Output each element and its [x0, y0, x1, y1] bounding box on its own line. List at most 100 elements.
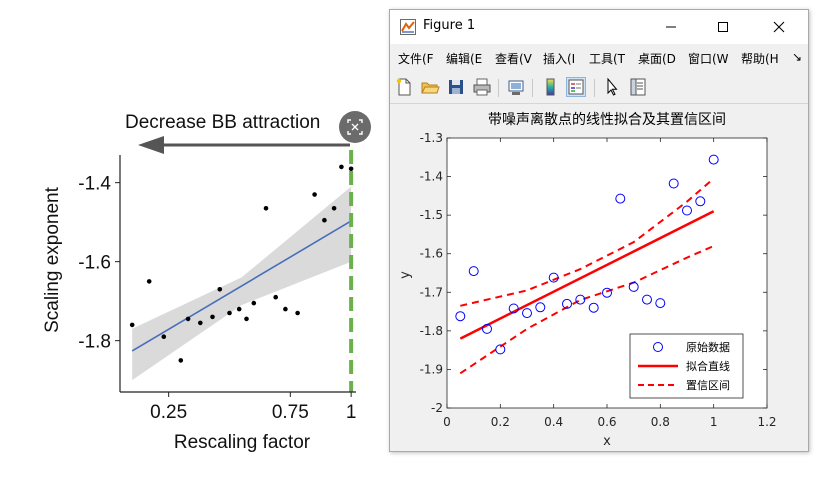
legend-label-fit: 拟合直线	[686, 359, 730, 373]
legend-icon[interactable]	[566, 77, 586, 97]
data-point	[331, 206, 337, 211]
y-tick-label: -1.6	[420, 247, 443, 261]
x-tick-label: 0.8	[651, 415, 670, 429]
left-x-tick-label: 1	[346, 402, 357, 423]
left-scatter-chart: Decrease BB attraction Scaling exponent …	[42, 112, 357, 453]
menu-view[interactable]: 查看(V	[495, 52, 532, 66]
data-marker	[575, 294, 586, 305]
y-axis-label: y	[398, 271, 413, 279]
data-point	[210, 314, 215, 320]
figure-window: Figure 1 文件(F 编辑(E 查看(V 插入(I 工具(T 桌面(D 窗…	[389, 9, 809, 452]
data-marker	[468, 266, 479, 277]
x-tick-label: 0.6	[597, 415, 616, 429]
data-marker	[508, 303, 519, 314]
data-point	[273, 294, 279, 300]
new-figure-icon[interactable]	[394, 77, 414, 97]
data-point	[198, 320, 203, 326]
left-y-tick-label: -1.4	[78, 174, 111, 195]
menu-window[interactable]: 窗口(W	[688, 52, 729, 66]
data-marker	[615, 193, 626, 204]
data-marker	[548, 272, 559, 283]
data-point	[295, 310, 300, 316]
left-x-tick-label: 0.25	[150, 402, 187, 423]
property-inspector-icon[interactable]	[628, 77, 648, 97]
link-plot-icon[interactable]	[506, 77, 526, 97]
data-marker	[628, 281, 639, 292]
x-tick-label: 1.2	[757, 415, 776, 429]
x-tick-label: 0.4	[544, 415, 563, 429]
data-marker	[682, 205, 692, 216]
data-marker	[588, 302, 599, 313]
matlab-plot: 带噪声离散点的线性拟合及其置信区间 0 0.2 0.4 0.6 0.8 1 1.2 -1.3 -…	[398, 111, 777, 449]
data-point	[283, 306, 288, 312]
close-button[interactable]	[756, 10, 802, 44]
minimize-icon	[666, 26, 676, 28]
data-point	[339, 164, 344, 170]
menu-edit[interactable]: 编辑(E	[446, 52, 483, 66]
translate-icon[interactable]	[339, 111, 371, 143]
left-xlabel: Rescaling factor	[174, 432, 311, 453]
data-point	[161, 334, 167, 340]
ci-upper-line	[460, 177, 715, 307]
fit-line	[459, 210, 715, 340]
colorbar-icon[interactable]	[540, 77, 560, 97]
plot-title: 带噪声离散点的线性拟合及其置信区间	[488, 111, 726, 128]
maximize-button[interactable]	[700, 10, 746, 44]
data-marker	[695, 196, 706, 207]
matlab-logo-icon	[400, 19, 416, 35]
left-y-tick-label: -1.8	[78, 332, 111, 353]
title-bar[interactable]: Figure 1	[390, 10, 808, 44]
print-icon[interactable]	[472, 77, 492, 97]
menu-help[interactable]: 帮助(H	[741, 52, 779, 66]
y-tick-label: -1.7	[420, 285, 443, 299]
x-axis-label: x	[603, 434, 611, 449]
data-point	[146, 279, 152, 284]
y-tick-label: -2	[431, 401, 443, 415]
left-x-tick-label: 0.75	[272, 402, 309, 423]
y-tick-label: -1.4	[420, 170, 443, 184]
y-tick-label: -1.9	[420, 362, 443, 376]
data-point	[244, 316, 249, 322]
data-point	[227, 310, 232, 316]
toolbar-divider	[390, 103, 808, 104]
legend[interactable]: 原始数据 拟合直线 置信区间	[629, 333, 744, 399]
pointer-icon[interactable]	[602, 77, 622, 97]
menu-file[interactable]: 文件(F	[398, 52, 434, 66]
data-point	[129, 322, 135, 328]
open-folder-icon[interactable]	[420, 77, 440, 97]
data-marker	[455, 311, 466, 322]
data-marker	[535, 302, 546, 313]
data-marker	[482, 323, 492, 334]
data-point	[236, 306, 242, 312]
legend-label-ci: 置信区间	[686, 379, 730, 392]
data-point	[312, 192, 317, 197]
toolbar-separator	[498, 79, 499, 97]
data-marker	[602, 287, 612, 298]
data-marker	[562, 298, 572, 309]
y-tick-label: -1.8	[420, 324, 443, 338]
data-marker	[642, 294, 652, 305]
left-y-tick-label: -1.6	[78, 253, 111, 274]
data-point	[263, 206, 269, 211]
decrease-arrow	[138, 136, 350, 154]
maximize-icon	[718, 22, 728, 32]
left-figure: Decrease BB attraction Scaling exponent …	[0, 0, 390, 487]
data-marker	[708, 154, 719, 165]
data-point	[185, 316, 191, 322]
data-marker	[522, 308, 532, 319]
x-tick-label: 0.2	[491, 415, 510, 429]
legend-marker-data	[653, 342, 663, 352]
menu-bar: 文件(F 编辑(E 查看(V 插入(I 工具(T 桌面(D 窗口(W 帮助(H …	[390, 47, 808, 69]
toolbar-separator	[594, 79, 595, 97]
y-tick-label: -1.5	[420, 208, 443, 222]
save-icon[interactable]	[446, 77, 466, 97]
menu-desktop[interactable]: 桌面(D	[638, 52, 676, 66]
menu-insert[interactable]: 插入(I	[543, 52, 576, 66]
menu-tools[interactable]: 工具(T	[589, 52, 626, 66]
data-marker	[655, 298, 666, 309]
data-point	[322, 217, 327, 223]
x-tick-label: 1	[710, 415, 718, 429]
menu-overflow[interactable]: ↘	[792, 50, 803, 64]
data-point	[217, 287, 223, 292]
minimize-button[interactable]	[648, 10, 694, 44]
